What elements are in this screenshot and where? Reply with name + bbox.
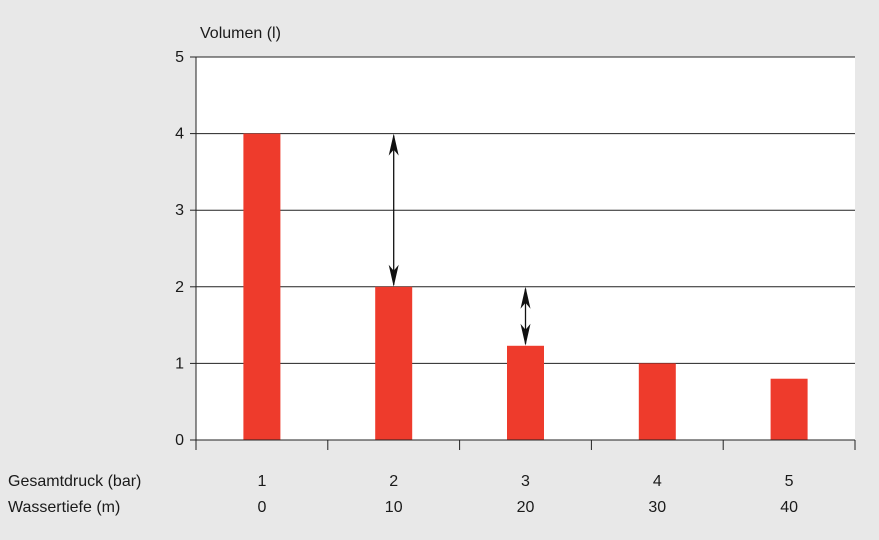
- y-tick-label: 2: [175, 279, 184, 296]
- bar-2: [375, 286, 413, 440]
- double-arrow-2: [520, 286, 531, 346]
- x-tick-label: 0: [257, 499, 266, 516]
- bar-5: [770, 378, 808, 440]
- y-tick-labels: 0 1 2 3 4 5: [175, 49, 184, 449]
- bar-4: [638, 363, 676, 440]
- x-tick-label: 20: [517, 499, 535, 516]
- x-tick-label: 3: [521, 473, 530, 490]
- x-tick-label: 2: [389, 473, 398, 490]
- bar-3: [507, 345, 544, 440]
- axes: [190, 56, 856, 450]
- annotations: [388, 133, 531, 346]
- x-row-label-1: Gesamtdruck (bar): [8, 473, 141, 490]
- y-tick-label: 3: [175, 202, 184, 219]
- y-tick-label: 5: [175, 49, 184, 66]
- x-tick-label: 4: [653, 473, 662, 490]
- x-row-label-2: Wassertiefe (m): [8, 499, 120, 516]
- y-axis-label: Volumen (l): [200, 25, 281, 42]
- x-tick-label: 40: [780, 499, 798, 516]
- y-tick-label: 0: [175, 432, 184, 449]
- x-axis-rows: Gesamtdruck (bar) 1 2 3 4 5 Wassertiefe (m) 0 10…: [8, 473, 798, 516]
- x-tick-label: 10: [385, 499, 403, 516]
- bar-1: [243, 133, 281, 440]
- x-tick-label: 5: [785, 473, 794, 490]
- x-tick-label: 1: [257, 473, 266, 490]
- double-arrow-1: [388, 133, 399, 287]
- x-tick-label: 30: [648, 499, 666, 516]
- y-tick-label: 4: [175, 126, 184, 143]
- y-tick-label: 1: [175, 355, 184, 372]
- bars: [243, 133, 808, 440]
